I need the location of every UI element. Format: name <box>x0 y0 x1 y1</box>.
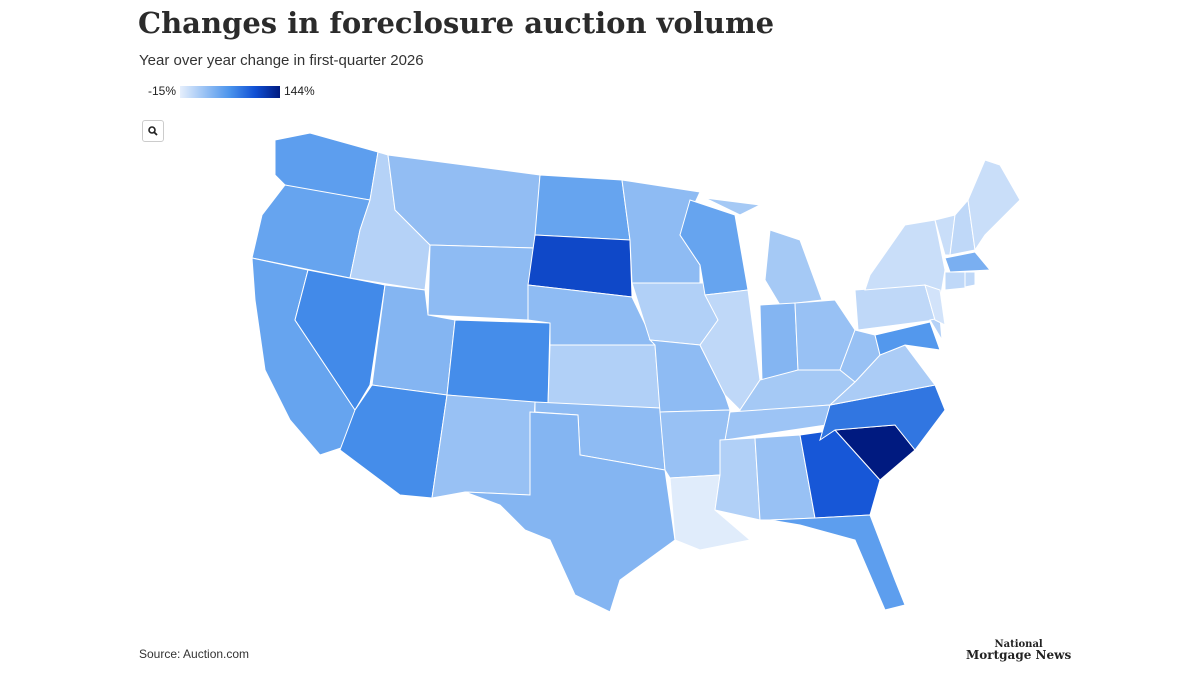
state[interactable] <box>464 411 676 613</box>
state[interactable] <box>446 319 551 406</box>
brand-line: National <box>994 639 1043 650</box>
subtitle: Year over year change in first-quarter 2… <box>139 52 424 69</box>
state[interactable] <box>547 344 661 409</box>
state[interactable] <box>864 219 946 302</box>
brand-logo: National Mortgage News <box>966 639 1072 662</box>
state[interactable] <box>294 269 386 411</box>
state[interactable] <box>759 302 799 383</box>
state[interactable] <box>714 437 761 521</box>
search-icon <box>148 126 158 136</box>
state[interactable] <box>769 514 906 611</box>
state-layer <box>251 132 1021 613</box>
legend-max-label: 144% <box>284 84 315 98</box>
state[interactable] <box>964 271 976 288</box>
zoom-button[interactable] <box>142 120 164 142</box>
state[interactable] <box>621 179 701 286</box>
legend-gradient <box>180 86 280 98</box>
state[interactable] <box>944 251 992 273</box>
title: Changes in foreclosure auction volume <box>138 6 775 40</box>
state[interactable] <box>431 394 536 499</box>
source: Source: Auction.com <box>139 647 250 661</box>
state[interactable] <box>699 289 761 411</box>
legend-min-label: -15% <box>148 84 176 98</box>
brand-line: Mortgage News <box>966 648 1072 662</box>
state[interactable] <box>924 284 946 326</box>
state[interactable] <box>874 321 941 356</box>
state[interactable] <box>944 271 966 291</box>
state[interactable] <box>967 159 1021 252</box>
state[interactable] <box>534 174 631 241</box>
state[interactable] <box>427 244 536 321</box>
